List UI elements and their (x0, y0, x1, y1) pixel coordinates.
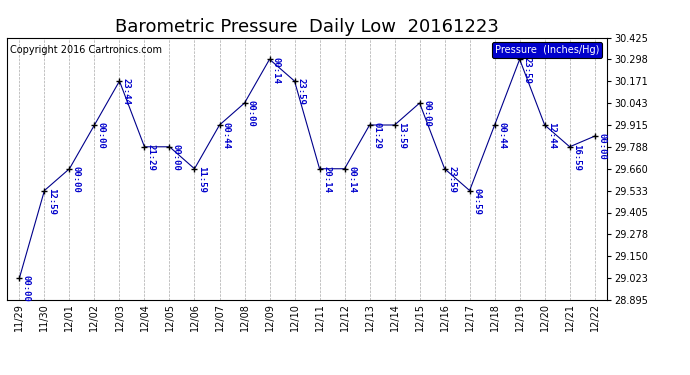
Text: 23:59: 23:59 (297, 78, 306, 105)
Text: 20:14: 20:14 (322, 166, 331, 193)
Text: 00:00: 00:00 (422, 100, 431, 127)
Text: 00:00: 00:00 (97, 122, 106, 149)
Text: 00:00: 00:00 (172, 144, 181, 171)
Text: 00:00: 00:00 (597, 134, 606, 160)
Text: 00:00: 00:00 (22, 275, 31, 302)
Text: 23:59: 23:59 (447, 166, 456, 193)
Text: 13:59: 13:59 (397, 122, 406, 149)
Text: Copyright 2016 Cartronics.com: Copyright 2016 Cartronics.com (10, 45, 162, 56)
Text: 12:44: 12:44 (547, 122, 556, 149)
Text: 01:29: 01:29 (372, 122, 381, 149)
Legend: Pressure  (Inches/Hg): Pressure (Inches/Hg) (492, 42, 602, 58)
Text: 23:59: 23:59 (522, 57, 531, 83)
Text: 00:14: 00:14 (347, 166, 356, 193)
Text: 12:59: 12:59 (47, 188, 56, 214)
Text: 00:14: 00:14 (272, 57, 281, 83)
Text: 00:00: 00:00 (72, 166, 81, 193)
Text: 04:59: 04:59 (472, 188, 481, 214)
Text: 21:29: 21:29 (147, 144, 156, 171)
Text: 00:44: 00:44 (222, 122, 231, 149)
Text: 16:59: 16:59 (572, 144, 581, 171)
Text: 00:44: 00:44 (497, 122, 506, 149)
Text: 00:00: 00:00 (247, 100, 256, 127)
Text: 23:44: 23:44 (122, 78, 131, 105)
Title: Barometric Pressure  Daily Low  20161223: Barometric Pressure Daily Low 20161223 (115, 18, 499, 36)
Text: 11:59: 11:59 (197, 166, 206, 193)
